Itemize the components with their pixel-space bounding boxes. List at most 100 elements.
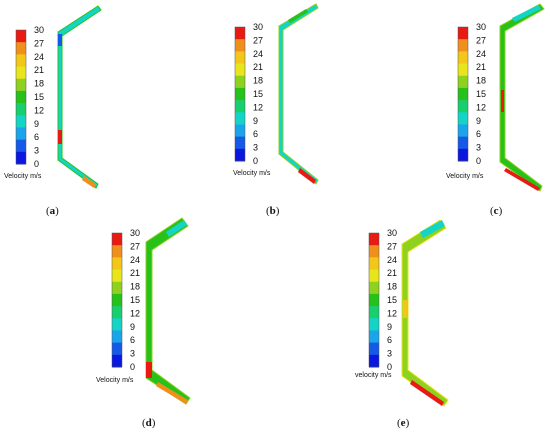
mid-velocity-region xyxy=(403,300,407,318)
colorbar-border xyxy=(15,29,27,165)
colorbar-caption: Velocity m/s xyxy=(4,173,42,180)
colorbar-tick-label: 6 xyxy=(34,132,39,142)
colorbar-segment xyxy=(369,306,379,319)
colorbar-segment xyxy=(16,115,26,128)
colorbar-segment xyxy=(458,51,468,65)
colorbar-tick-label: 24 xyxy=(253,49,263,59)
colorbar-tick-label: 0 xyxy=(34,159,39,169)
colorbar-tick-label: 21 xyxy=(130,268,140,278)
colorbar-segment xyxy=(458,112,468,125)
colorbar-tick-label: 12 xyxy=(476,102,486,112)
colorbar-tick-label: 27 xyxy=(387,241,397,251)
colorbar-segment xyxy=(16,42,26,55)
colorbar-segment xyxy=(369,269,379,283)
colorbar-border xyxy=(457,26,469,162)
colorbar-segment xyxy=(458,148,468,162)
high-velocity-region xyxy=(298,168,316,184)
colorbar-tick-label: 12 xyxy=(34,105,44,115)
colorbar-segment xyxy=(458,87,468,101)
colorbar-segment xyxy=(112,233,122,246)
colorbar-segment xyxy=(369,245,379,258)
colorbar-tick-label: 21 xyxy=(34,65,44,75)
colorbar-tick-label: 18 xyxy=(253,76,263,86)
colorbar-tick-label: 9 xyxy=(253,116,258,126)
high-velocity-region xyxy=(58,130,62,144)
colorbar-border xyxy=(111,232,123,368)
colorbar-segment xyxy=(235,75,245,89)
channel-contour xyxy=(278,3,319,185)
panel-label: (b) xyxy=(266,205,280,217)
colorbar-tick-label: 27 xyxy=(253,35,263,45)
colorbar-tick-label: 30 xyxy=(253,22,263,32)
colorbar-segment xyxy=(16,90,26,104)
colorbar-segment xyxy=(458,27,468,40)
colorbar-tick-label: 21 xyxy=(476,62,486,72)
colorbar-segment xyxy=(458,136,468,150)
colorbar-segment xyxy=(112,342,122,356)
colorbar-segment xyxy=(16,78,26,92)
velocity-colorbar xyxy=(368,232,380,368)
colorbar-segment xyxy=(112,306,122,319)
colorbar-tick-label: 3 xyxy=(387,349,392,359)
colorbar-tick-label: 30 xyxy=(34,25,44,35)
colorbar-tick-label: 3 xyxy=(130,349,135,359)
colorbar-segment xyxy=(112,257,122,271)
colorbar-segment xyxy=(369,257,379,271)
velocity-colorbar xyxy=(457,26,469,162)
colorbar-segment xyxy=(458,63,468,77)
colorbar-tick-label: 9 xyxy=(476,116,481,126)
colorbar-segment xyxy=(112,245,122,258)
colorbar-segment xyxy=(112,354,122,368)
low-velocity-region xyxy=(58,34,62,46)
colorbar-segment xyxy=(235,87,245,101)
colorbar-border xyxy=(234,26,246,162)
colorbar-segment xyxy=(458,75,468,89)
colorbar-tick-label: 27 xyxy=(130,241,140,251)
colorbar-segment xyxy=(16,139,26,153)
colorbar-tick-label: 27 xyxy=(476,35,486,45)
colorbar-tick-label: 6 xyxy=(253,129,258,139)
colorbar-segment xyxy=(458,100,468,113)
colorbar-tick-label: 27 xyxy=(34,38,44,48)
colorbar-segment xyxy=(235,100,245,113)
colorbar-segment xyxy=(369,233,379,246)
colorbar-tick-label: 0 xyxy=(253,156,258,166)
panel-label: (e) xyxy=(397,417,410,429)
colorbar-segment xyxy=(235,112,245,125)
colorbar-tick-label: 18 xyxy=(130,282,140,292)
colorbar-tick-label: 21 xyxy=(387,268,397,278)
colorbar-segment xyxy=(16,127,26,141)
colorbar-tick-label: 18 xyxy=(387,282,397,292)
mid-velocity-region xyxy=(166,220,187,237)
colorbar-caption: Velocity m/s xyxy=(233,170,271,177)
colorbar-segment xyxy=(112,269,122,283)
high-velocity-region xyxy=(82,176,96,188)
colorbar-tick-label: 9 xyxy=(387,322,392,332)
colorbar-tick-label: 6 xyxy=(387,335,392,345)
colorbar-tick-label: 12 xyxy=(387,308,397,318)
colorbar-tick-label: 15 xyxy=(253,89,263,99)
mid-velocity-region xyxy=(420,220,445,238)
colorbar-segment xyxy=(16,103,26,116)
colorbar-segment xyxy=(458,124,468,138)
colorbar-segment xyxy=(235,39,245,52)
colorbar-tick-label: 12 xyxy=(253,102,263,112)
colorbar-tick-label: 24 xyxy=(130,255,140,265)
panel-label: (a) xyxy=(46,205,59,217)
colorbar-segment xyxy=(16,151,26,165)
colorbar-segment xyxy=(235,63,245,77)
colorbar-border xyxy=(368,232,380,368)
high-velocity-region xyxy=(501,90,504,112)
panel-label: (c) xyxy=(490,205,503,217)
colorbar-caption: velocity m/s xyxy=(355,372,392,379)
colorbar-tick-label: 30 xyxy=(387,228,397,238)
colorbar-tick-label: 30 xyxy=(476,22,486,32)
